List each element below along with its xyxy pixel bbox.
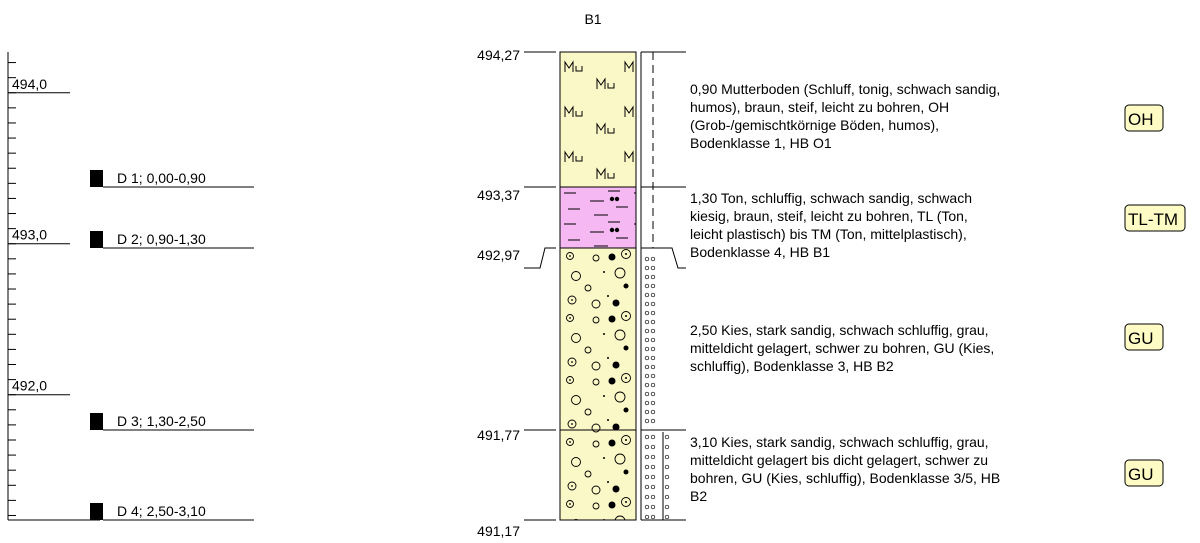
sample-marker: D 2; 0,90-1,30 xyxy=(90,231,254,249)
elevation-scale: 494,0 493,0 492,0 xyxy=(7,52,100,521)
layer-1-humus-pattern xyxy=(560,52,636,187)
description-line: (Grob-/gemischtkörnige Böden, humos), xyxy=(690,117,939,133)
sample-list: D 1; 0,00-0,90 D 2; 0,90-1,30 D 3; 1,30-2,… xyxy=(90,170,254,521)
sample-label: D 2; 0,90-1,30 xyxy=(117,231,206,247)
description-line: Bodenklasse 1, HB O1 xyxy=(690,135,832,151)
layer-description: 2,50 Kies, stark sandig, schwach schluff… xyxy=(690,322,994,374)
soil-group-label: OH xyxy=(1128,110,1154,129)
soil-group-badge-box xyxy=(1124,104,1164,132)
boundary-elevation-label: 493,37 xyxy=(477,187,520,203)
description-line: B2 xyxy=(690,488,707,504)
description-line: mitteldicht gelagert, schwer zu bohren, … xyxy=(690,340,994,356)
layer-boundaries: 494,27 493,37 492,97 491,77 491,17 xyxy=(477,47,686,539)
description-line: leicht plastisch) bis TM (Ton, mittelpla… xyxy=(690,226,967,242)
boundary-elevation-label: 492,97 xyxy=(477,247,520,263)
column-outline xyxy=(559,51,637,521)
boundary-elevation-label: 491,17 xyxy=(477,523,520,539)
soil-column xyxy=(559,51,637,521)
description-line: humos), braun, steif, leicht zu bohren, … xyxy=(690,99,949,115)
elevation-label: 493,0 xyxy=(12,227,47,243)
soil-group-label: GU xyxy=(1128,465,1154,484)
consistency-column xyxy=(640,52,674,520)
description-line: kiesig, braun, steif, leicht zu bohren, … xyxy=(690,208,968,224)
boundary-leader-right xyxy=(641,247,686,269)
soil-group-badge: OH xyxy=(1124,104,1164,132)
layer-3-gravel-pattern xyxy=(560,248,636,430)
sample-box xyxy=(90,231,103,248)
soil-group-label: GU xyxy=(1128,329,1154,348)
description-line: Bodenklasse 4, HB B1 xyxy=(690,244,830,260)
soil-group-badge: GU xyxy=(1124,323,1164,351)
elevation-label: 494,0 xyxy=(12,76,47,92)
sample-label: D 4; 2,50-3,10 xyxy=(117,503,206,519)
sample-label: D 1; 0,00-0,90 xyxy=(117,170,206,186)
layer-description: 1,30 Ton, schluffig, schwach sandig, sch… xyxy=(690,190,972,260)
diagram-title: B1 xyxy=(584,11,601,27)
sample-box xyxy=(90,413,103,430)
description-line: schluffig), Bodenklasse 3, HB B2 xyxy=(690,358,894,374)
sample-box xyxy=(90,503,103,520)
soil-group-badge-box xyxy=(1124,204,1186,232)
sample-marker: D 3; 1,30-2,50 xyxy=(90,413,254,431)
boundary-elevation-label: 494,27 xyxy=(477,47,520,63)
description-line: bohren, GU (Kies, schluffig), Bodenklass… xyxy=(690,470,1000,486)
medium-dense-pattern xyxy=(644,256,658,428)
description-line: mitteldicht gelagert bis dicht gelagert,… xyxy=(690,452,988,468)
soil-group-labels: OH TL-TM GU GU xyxy=(1124,104,1186,487)
sample-marker: D 4; 2,50-3,10 xyxy=(90,503,254,521)
description-line: 1,30 Ton, schluffig, schwach sandig, sch… xyxy=(690,190,972,206)
layer-descriptions: 0,90 Mutterboden (Schluff, tonig, schwac… xyxy=(690,81,1000,504)
soil-group-badge: TL-TM xyxy=(1124,204,1186,232)
layer-4-gravel-pattern xyxy=(560,430,636,520)
layer-description: 0,90 Mutterboden (Schluff, tonig, schwac… xyxy=(690,81,1000,151)
layer-2-clay-pattern xyxy=(560,187,636,248)
soil-group-badge: GU xyxy=(1124,459,1164,487)
boundary-leader-left xyxy=(524,247,556,269)
sample-box xyxy=(90,170,103,187)
description-line: 3,10 Kies, stark sandig, schwach schluff… xyxy=(690,434,989,450)
soil-group-badge-box xyxy=(1124,459,1164,487)
description-line: 2,50 Kies, stark sandig, schwach schluff… xyxy=(690,322,989,338)
dense-pattern xyxy=(644,433,674,519)
sample-label: D 3; 1,30-2,50 xyxy=(117,413,206,429)
soil-group-badge-box xyxy=(1124,323,1164,351)
elevation-label: 492,0 xyxy=(12,378,47,394)
soil-group-label: TL-TM xyxy=(1128,210,1178,229)
sample-marker: D 1; 0,00-0,90 xyxy=(90,170,254,188)
layer-description: 3,10 Kies, stark sandig, schwach schluff… xyxy=(690,434,1000,504)
description-line: 0,90 Mutterboden (Schluff, tonig, schwac… xyxy=(690,81,1000,97)
boundary-elevation-label: 491,77 xyxy=(477,427,520,443)
